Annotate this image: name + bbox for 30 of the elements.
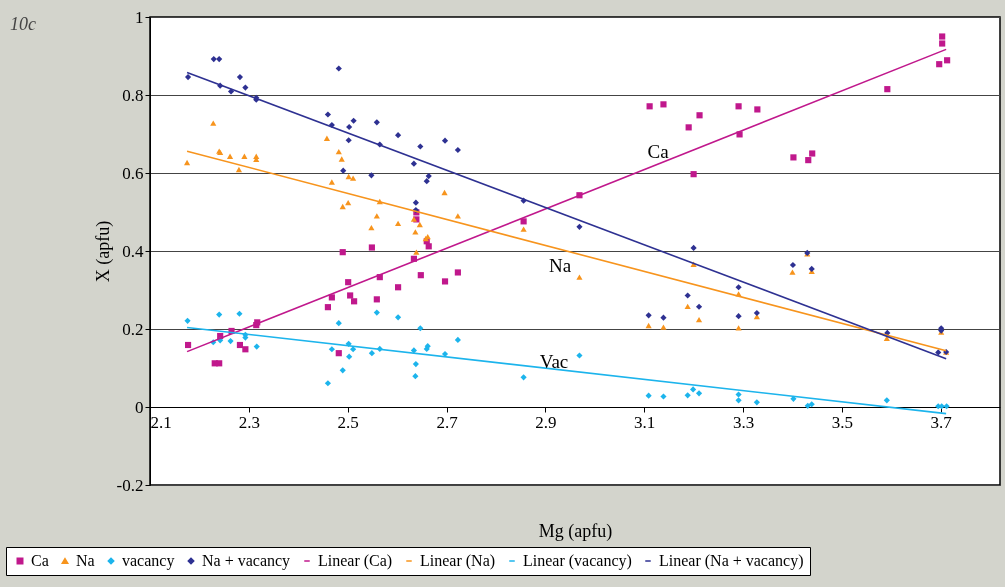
x-axis-title: Mg (apfu) (538, 520, 613, 542)
x-tick-label: 2.9 (535, 412, 557, 432)
x-tick-label: 2.5 (337, 412, 359, 432)
legend-label: Linear (vacancy) (523, 552, 632, 570)
legend-label: vacancy (122, 552, 175, 570)
legend-label: Linear (Na) (420, 552, 496, 570)
y-tick-label: 0.8 (122, 85, 144, 105)
legend-label: Na + vacancy (202, 552, 291, 570)
text: 10c (10, 14, 36, 34)
x-tick-label: 3.1 (634, 412, 656, 432)
y-tick-label: 0 (135, 397, 144, 417)
x-tick-label: 3.5 (831, 412, 853, 432)
x-tick-label: 3.7 (930, 412, 953, 432)
annotation: Vac (539, 351, 569, 372)
annotation: Ca (647, 141, 670, 162)
y-tick-label: 1 (135, 7, 144, 27)
y-tick-label: 0.4 (122, 241, 144, 261)
y-tick-label: 0.6 (122, 163, 144, 183)
legend-label: Ca (31, 552, 49, 569)
legend-label: Linear (Na + vacancy) (659, 552, 804, 570)
annotation: Na (548, 255, 572, 276)
x-tick-label: 2.3 (238, 412, 260, 432)
legend-label: Linear (Ca) (318, 552, 393, 570)
y-tick-label: 0.2 (122, 319, 144, 339)
legend-label: Na (76, 552, 95, 569)
x-tick-label: 2.1 (150, 412, 172, 432)
y-tick-label: -0.2 (116, 475, 144, 495)
x-tick-label: 3.3 (732, 412, 755, 432)
x-tick-label: 2.7 (436, 412, 459, 432)
y-axis-title: X (apfu) (92, 220, 114, 283)
